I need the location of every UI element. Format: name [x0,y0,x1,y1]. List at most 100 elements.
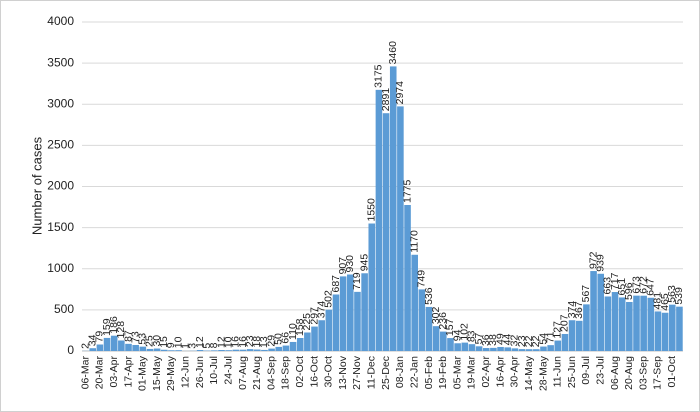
x-tick-label: 28-May [537,355,549,391]
data-label: 374 [315,301,327,319]
data-label: 158 [294,318,306,336]
x-tick-label: 10-Jul [208,356,220,385]
x-tick-label: 03-Apr [108,355,120,387]
data-label: 54 [537,333,549,345]
bar [339,276,347,351]
data-label: 673 [630,276,642,294]
bar [590,271,597,351]
data-label: 236 [437,312,449,330]
bar [325,309,333,351]
data-label: 29 [265,335,277,347]
data-label: 1170 [408,230,420,253]
bar [640,295,647,351]
bar [497,346,504,351]
bar [225,350,232,351]
data-label: 651 [616,278,628,296]
bar [511,348,519,351]
data-label: 87 [122,330,134,342]
data-label: 13 [258,336,270,348]
data-label: 44 [501,334,513,346]
bar [397,106,404,352]
bar [482,348,490,351]
x-tick-label: 11-Jun [552,356,564,387]
data-label: 465 [659,293,671,311]
bar [554,340,562,351]
bar [311,326,318,351]
data-label: 186 [108,316,120,334]
bar [382,113,390,352]
y-tick-label: 3000 [47,96,74,110]
bar [282,345,290,351]
bar [268,348,275,351]
bar [246,349,254,351]
data-label: 2 [79,343,91,349]
x-tick-label: 29-May [165,355,177,391]
bar [375,89,383,351]
x-tick-label: 11-Dec [366,356,378,389]
x-tick-label: 08-Jan [394,356,406,388]
data-label: 16 [230,336,242,348]
data-label: 302 [430,306,442,324]
bar [575,320,583,351]
data-label: 297 [308,307,320,325]
x-tick-label: 01-Oct [666,356,678,388]
bar [583,304,590,351]
bar [454,343,461,351]
data-label: 3460 [387,41,399,65]
data-label: 1550 [366,198,378,222]
bar [404,205,411,351]
bar [196,350,204,351]
bar [361,273,368,351]
data-label: 1 [180,343,192,349]
data-label: 71 [544,331,556,343]
data-label: 73 [129,331,141,343]
bar [647,297,655,351]
bar [447,338,454,351]
y-tick-label: 500 [54,302,74,316]
x-tick-label: 05-Mar [451,356,463,390]
data-label: 159 [101,318,113,336]
data-label: 36 [480,334,492,346]
x-tick-label: 21-Aug [251,356,263,390]
data-label: 2974 [394,81,406,105]
data-label: 945 [358,254,370,272]
data-label: 110 [287,323,299,340]
x-tick-label: 07-Aug [237,356,249,390]
x-tick-label: 01-May [137,355,149,391]
bar [261,349,268,351]
bar [661,312,669,351]
y-tick-label: 2500 [47,138,74,152]
data-label: 66 [280,332,292,344]
data-label: 22 [530,335,542,347]
bar [125,343,132,351]
x-tick-label: 02-Apr [480,355,492,387]
data-label: 38 [487,334,499,346]
bar [432,326,440,351]
bar [504,347,511,351]
x-tick-label: 19-Mar [466,356,478,390]
data-label: 79 [94,331,106,343]
data-label: 57 [473,332,485,344]
data-label: 23 [244,335,256,347]
bar [110,335,118,351]
bar [425,306,433,351]
x-tick-label: 17-Apr [122,355,134,387]
data-label: 596 [623,282,635,300]
bar [389,66,397,351]
bar [96,344,104,351]
bar [568,320,576,351]
y-tick-label: 3500 [47,55,74,69]
data-label: 536 [423,287,435,305]
bar [239,349,247,351]
data-label: 25 [144,335,156,347]
data-label: 50 [273,333,285,345]
bar [218,350,225,351]
data-label: 32 [509,335,521,347]
y-tick-label: 4000 [47,14,74,28]
y-tick-label: 2000 [47,179,74,193]
x-tick-label: 03-Sep [637,356,649,390]
bar [146,348,154,351]
data-label: 127 [552,321,564,339]
data-label: 10 [222,336,234,348]
